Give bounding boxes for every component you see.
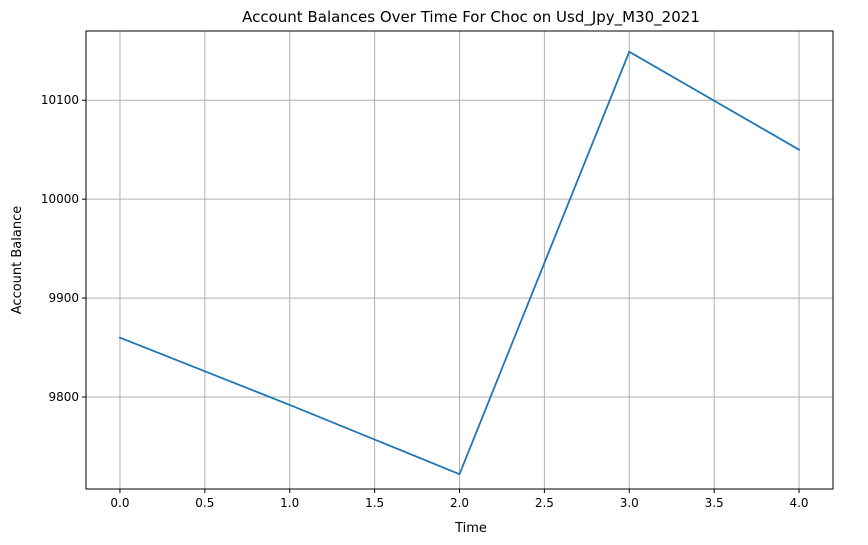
x-axis-label: Time: [454, 521, 487, 536]
x-tick-label: 4.0: [789, 496, 808, 510]
x-tick-label: 3.5: [705, 496, 724, 510]
data-point: [798, 148, 800, 151]
y-axis-label: Account Balance: [10, 206, 25, 314]
x-tick-label: 2.5: [535, 496, 554, 510]
grid-layer: [86, 31, 833, 489]
x-tick-label: 2.0: [450, 496, 469, 510]
data-point: [288, 404, 291, 406]
data-point: [458, 473, 461, 476]
data-point: [119, 336, 121, 339]
x-tick-label: 3.0: [620, 496, 639, 510]
data-point: [628, 50, 631, 53]
x-tick-label: 1.0: [280, 496, 299, 510]
y-tick-label: 10000: [41, 192, 79, 206]
y-tick-label: 9800: [48, 390, 79, 404]
y-tick-label: 10100: [41, 93, 79, 107]
y-tick-label: 9900: [48, 291, 79, 305]
x-tick-label: 1.5: [365, 496, 384, 510]
tick-layer: 0.0 0.5 1.0 1.5 2.0 2.5 3.0 3.5 4.0 9800 9900 10000…: [41, 93, 809, 510]
x-tick-label: 0.0: [110, 496, 129, 510]
x-tick-label: 0.5: [195, 496, 214, 510]
series-layer: [119, 50, 800, 476]
chart-title: Account Balances Over Time For Choc on U…: [242, 8, 700, 27]
